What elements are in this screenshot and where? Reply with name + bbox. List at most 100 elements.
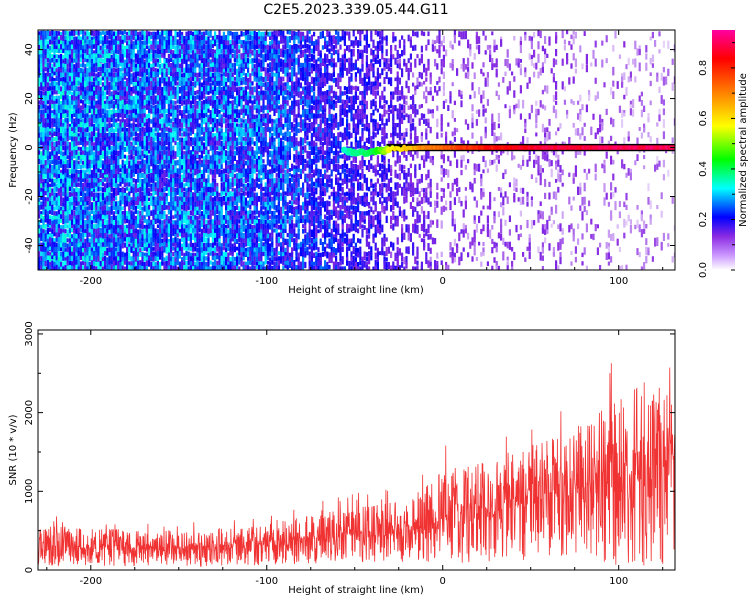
heatmap-cell bbox=[104, 82, 107, 89]
heatmap-cell bbox=[167, 205, 170, 210]
heatmap-cell bbox=[108, 270, 110, 278]
heatmap-cell bbox=[167, 252, 170, 260]
heatmap-cell bbox=[222, 100, 225, 106]
heatmap-cell bbox=[112, 246, 115, 255]
heatmap-cell bbox=[145, 242, 148, 250]
heatmap-cell bbox=[150, 40, 153, 46]
heatmap-cell bbox=[161, 177, 164, 183]
heatmap-cell bbox=[231, 114, 234, 123]
heatmap-cell bbox=[110, 187, 113, 192]
heatmap-cell bbox=[82, 49, 85, 54]
heatmap-cell bbox=[236, 146, 239, 156]
heatmap-cell bbox=[104, 255, 107, 262]
heatmap-cell bbox=[97, 45, 100, 52]
heatmap-cell bbox=[165, 108, 168, 114]
heatmap-cell bbox=[77, 266, 80, 270]
heatmap-cell bbox=[88, 182, 91, 191]
heatmap-cell bbox=[51, 67, 54, 77]
heatmap-cell bbox=[194, 168, 197, 176]
heatmap-cell bbox=[110, 34, 113, 43]
heatmap-cell bbox=[46, 205, 49, 213]
heatmap-cell bbox=[104, 54, 107, 62]
heatmap-cell bbox=[75, 192, 78, 197]
heatmap-cell bbox=[172, 40, 175, 48]
heatmap-cell bbox=[119, 90, 122, 97]
heatmap-cell bbox=[132, 131, 135, 137]
heatmap-cell bbox=[192, 108, 195, 115]
heatmap-cell bbox=[240, 182, 243, 187]
heatmap-cell bbox=[71, 219, 74, 226]
heatmap-cell bbox=[145, 266, 148, 270]
heatmap-cell bbox=[154, 242, 157, 250]
heatmap-cell bbox=[71, 261, 74, 270]
heatmap-cell bbox=[207, 220, 210, 227]
heatmap-cell bbox=[181, 132, 184, 137]
heatmap-cell bbox=[207, 174, 210, 179]
heatmap-cell bbox=[203, 94, 206, 99]
heatmap-cell bbox=[198, 206, 201, 212]
heatmap-cell bbox=[112, 67, 115, 73]
heatmap-cell bbox=[218, 95, 221, 102]
heatmap-cell bbox=[104, 113, 107, 122]
heatmap-cell bbox=[220, 49, 223, 54]
heatmap-cell bbox=[145, 50, 148, 58]
heatmap-cell bbox=[251, 86, 254, 95]
heatmap-cell bbox=[64, 257, 67, 262]
heatmap-cell bbox=[233, 163, 236, 171]
heatmap-cell bbox=[64, 151, 67, 156]
heatmap-cell bbox=[185, 177, 188, 182]
heatmap-cell bbox=[167, 260, 170, 266]
heatmap-cell bbox=[159, 177, 162, 185]
heatmap-cell bbox=[176, 260, 179, 266]
heatmap-cell bbox=[150, 90, 153, 96]
heatmap-cell bbox=[141, 168, 144, 173]
heatmap-cell bbox=[139, 182, 142, 190]
heatmap-cell bbox=[75, 86, 78, 92]
heatmap-cell bbox=[130, 154, 133, 162]
heatmap-cell bbox=[132, 150, 135, 155]
heatmap-cell bbox=[161, 246, 164, 255]
heatmap-cell bbox=[51, 242, 54, 251]
heatmap-cell bbox=[247, 30, 250, 35]
heatmap-cell bbox=[174, 95, 177, 100]
heatmap-cell bbox=[132, 44, 135, 50]
heatmap-cell bbox=[71, 136, 74, 145]
heatmap-cell bbox=[104, 219, 107, 228]
heatmap-cell bbox=[205, 53, 208, 60]
heatmap-cell bbox=[238, 215, 241, 219]
heatmap-cell bbox=[145, 163, 148, 171]
heatmap-cell bbox=[62, 164, 65, 173]
heatmap-cell bbox=[220, 206, 223, 213]
heatmap-cell bbox=[77, 250, 80, 258]
heatmap-cell bbox=[77, 103, 80, 110]
heatmap-cell bbox=[194, 34, 197, 43]
heatmap-cell bbox=[108, 81, 111, 88]
heatmap-cell bbox=[200, 265, 203, 270]
heatmap-cell bbox=[77, 191, 80, 197]
heatmap-cell bbox=[216, 127, 219, 137]
heatmap-cell bbox=[79, 68, 82, 77]
heatmap-cell bbox=[115, 196, 118, 201]
heatmap-cell bbox=[75, 154, 78, 161]
heatmap-cell bbox=[181, 151, 184, 159]
heatmap-cell bbox=[57, 205, 60, 213]
heatmap-cell bbox=[189, 241, 192, 248]
heatmap-cell bbox=[247, 265, 250, 270]
heatmap-cell bbox=[128, 86, 131, 93]
heatmap-cell bbox=[207, 136, 210, 144]
heatmap-cell bbox=[66, 128, 69, 133]
heatmap-cell bbox=[170, 210, 173, 217]
heatmap-cell bbox=[66, 40, 69, 48]
heatmap-cell bbox=[90, 54, 93, 62]
heatmap-cell bbox=[90, 220, 93, 228]
heatmap-cell bbox=[189, 261, 192, 270]
heatmap-cell bbox=[185, 67, 188, 77]
heatmap-cell bbox=[123, 252, 126, 259]
heatmap-cell bbox=[46, 192, 49, 199]
heatmap-cell bbox=[220, 182, 223, 188]
heatmap-cell bbox=[211, 118, 214, 125]
heatmap-cell bbox=[187, 215, 190, 221]
heatmap-cell bbox=[141, 271, 143, 277]
heatmap-cell bbox=[152, 71, 155, 80]
heatmap-cell bbox=[126, 77, 129, 82]
